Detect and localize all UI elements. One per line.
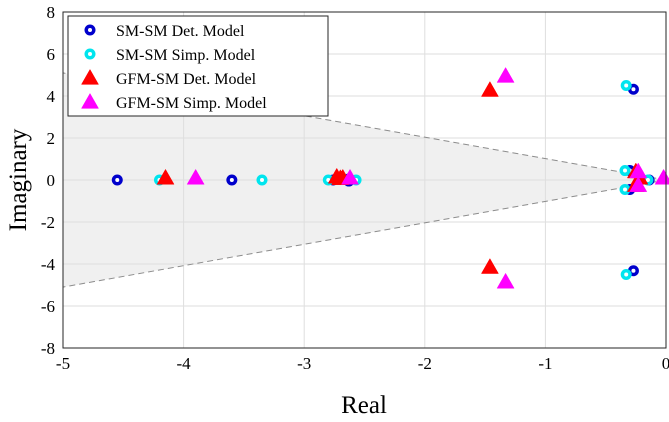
point-series-2-center <box>624 272 629 277</box>
y-tick-label: 2 <box>47 129 56 148</box>
point-series-1-center <box>631 268 636 273</box>
x-tick-label: -5 <box>56 354 70 373</box>
legend-entry: SM-SM Det. Model <box>116 23 245 40</box>
point-series-2-center <box>645 178 650 182</box>
y-tick-label: -6 <box>41 297 55 316</box>
point-series-1 <box>226 174 238 186</box>
point-series-2-center <box>622 168 627 173</box>
x-tick-label: -4 <box>177 354 192 373</box>
legend-entry: GFM-SM Simp. Model <box>116 95 267 112</box>
plot-frame <box>62 11 667 349</box>
y-tick-label: -4 <box>41 255 56 274</box>
y-tick-label: 0 <box>47 171 56 190</box>
data-points <box>111 67 669 289</box>
point-series-4 <box>496 272 515 289</box>
point-series-2-center <box>622 187 627 192</box>
legend-marker-center <box>88 28 92 32</box>
legend-marker <box>84 48 96 60</box>
y-tick-labels: -8 -6 -4 -2 0 2 4 6 8 <box>41 3 56 358</box>
point-series-2 <box>619 165 631 177</box>
legend-marker <box>81 68 99 85</box>
legend: SM-SM Det. Model SM-SM Simp. Model GFM-SM … <box>67 15 329 117</box>
point-series-1-center <box>229 178 234 182</box>
point-series-2-center <box>624 83 629 88</box>
point-series-1-center <box>115 178 120 182</box>
point-series-4 <box>186 168 205 185</box>
y-tick-label: -8 <box>41 339 55 358</box>
legend-marker-center <box>88 52 92 56</box>
y-tick-label: -2 <box>41 213 55 232</box>
x-axis-label: Real <box>341 392 387 419</box>
legend-marker <box>84 24 96 36</box>
x-tick-label: -1 <box>538 354 552 373</box>
point-series-3 <box>156 168 175 185</box>
y-tick-label: 8 <box>47 3 56 22</box>
x-tick-label: 0 <box>662 354 669 373</box>
legend-entry: SM-SM Simp. Model <box>116 47 256 64</box>
legend-box <box>67 15 329 117</box>
point-series-1-center <box>631 87 636 92</box>
x-tick-label: -3 <box>297 354 311 373</box>
x-tick-labels: -5 -4 -3 -2 -1 0 <box>56 354 669 373</box>
x-tick-label: -2 <box>418 354 432 373</box>
y-tick-label: 6 <box>47 45 56 64</box>
y-tick-label: 4 <box>47 87 56 106</box>
point-series-2 <box>620 80 632 91</box>
y-axis-label: Imaginary <box>5 128 32 231</box>
legend-marker <box>81 92 99 109</box>
point-series-1 <box>111 174 123 186</box>
point-series-3 <box>480 258 499 274</box>
point-series-2-center <box>259 178 264 182</box>
point-series-2 <box>619 183 631 195</box>
point-series-4 <box>629 176 648 192</box>
point-series-3 <box>480 81 499 97</box>
stability-boundary-line <box>62 179 667 288</box>
legend-entry: GFM-SM Det. Model <box>116 71 257 88</box>
point-series-2 <box>620 269 632 280</box>
point-series-4 <box>341 168 359 185</box>
point-series-4 <box>496 67 515 83</box>
point-series-2 <box>256 174 268 186</box>
